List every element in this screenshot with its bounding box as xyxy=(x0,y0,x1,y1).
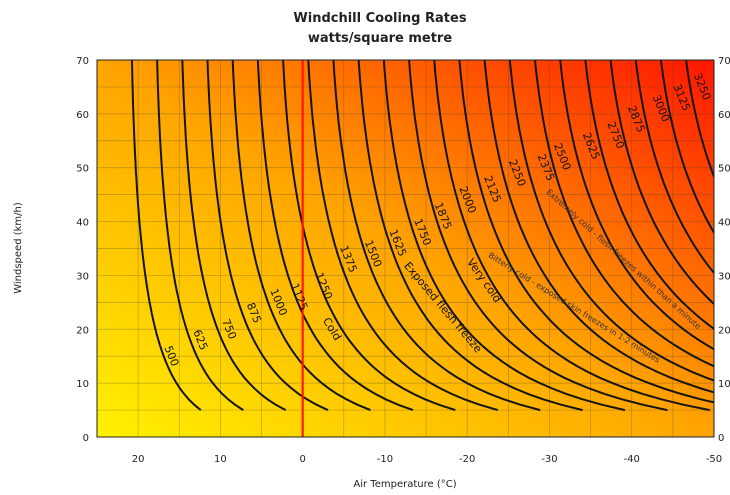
y-tick-label-right: 50 xyxy=(718,164,730,175)
y-tick-label: 40 xyxy=(76,218,89,229)
cooling-rate-curves xyxy=(130,60,714,412)
cooling-curve-2875 xyxy=(609,60,714,306)
cooling-curve-750 xyxy=(181,60,287,411)
cooling-curve-875 xyxy=(206,60,329,412)
cooling-curve-625 xyxy=(156,60,244,411)
x-tick-labels: 20 10 0 -10 -20 -30 -40 -50 xyxy=(132,454,722,465)
cooling-curve-1750 xyxy=(382,60,626,412)
cooling-curve-1500 xyxy=(332,60,541,412)
cooling-curve-2375 xyxy=(508,60,714,382)
cooling-curve-500 xyxy=(130,60,202,411)
cooling-curve-2625 xyxy=(559,60,714,351)
x-tick-label: 0 xyxy=(299,454,305,465)
x-tick-label: -30 xyxy=(541,454,557,465)
y-tick-label: 20 xyxy=(76,325,89,336)
x-axis-label: Air Temperature (°C) xyxy=(353,479,456,490)
x-tick-label: -40 xyxy=(624,454,640,465)
cooling-curve-1875 xyxy=(407,60,668,412)
y-tick-label-right: 20 xyxy=(718,325,730,336)
plot-background xyxy=(97,60,714,437)
x-tick-label: 10 xyxy=(214,454,227,465)
y-axis-label: Windspeed (km/h) xyxy=(13,202,24,294)
cooling-curve-1000 xyxy=(231,60,371,412)
x-tick-label: -10 xyxy=(377,454,393,465)
x-tick-label: 20 xyxy=(132,454,145,465)
y-tick-label: 0 xyxy=(83,433,89,444)
y-tick-label-right: 70 xyxy=(718,56,730,67)
y-tick-label-right: 0 xyxy=(718,433,724,444)
y-tick-label-right: 10 xyxy=(718,379,730,390)
cooling-curve-2000 xyxy=(433,60,710,412)
y-tick-label: 70 xyxy=(76,56,89,67)
plot-frame xyxy=(96,59,715,438)
cooling-curve-1375 xyxy=(307,60,499,412)
cooling-curve-1125 xyxy=(256,60,414,412)
cooling-curve-1625 xyxy=(357,60,583,412)
cooling-curve-2500 xyxy=(533,60,714,368)
cooling-curve-3250 xyxy=(685,60,714,180)
y-tick-label-right: 60 xyxy=(718,110,730,121)
y-tick-labels-right: 0 10 20 30 40 50 60 70 xyxy=(718,56,730,444)
cooling-curve-2250 xyxy=(483,60,714,394)
x-tick-label: -20 xyxy=(459,454,475,465)
y-tick-label-right: 30 xyxy=(718,271,730,282)
y-tick-labels-left: 0 10 20 30 40 50 60 70 xyxy=(76,56,89,444)
cooling-curve-2750 xyxy=(584,60,714,331)
y-tick-label: 60 xyxy=(76,110,89,121)
chart-subtitle: watts/square metre xyxy=(308,31,453,46)
cooling-curve-3000 xyxy=(634,60,714,275)
y-tick-label: 10 xyxy=(76,379,89,390)
y-tick-label-right: 40 xyxy=(718,218,730,229)
chart-title: Windchill Cooling Rates xyxy=(293,11,466,26)
cooling-curve-2125 xyxy=(458,60,714,404)
y-tick-label: 50 xyxy=(76,164,89,175)
x-tick-label: -50 xyxy=(706,454,722,465)
cooling-curve-1250 xyxy=(282,60,456,412)
y-tick-label: 30 xyxy=(76,271,89,282)
